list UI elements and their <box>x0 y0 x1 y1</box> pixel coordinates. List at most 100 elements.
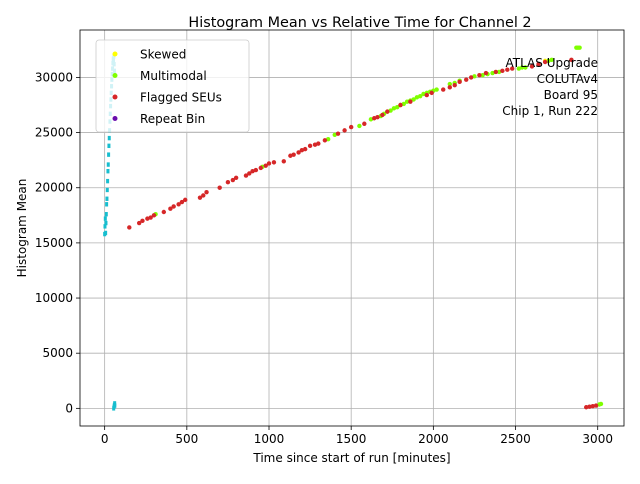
point-flagged-seus <box>542 59 548 65</box>
point-multimodal <box>447 81 452 87</box>
point-flagged-seus <box>429 90 434 96</box>
x-axis-label: Time since start of run [minutes] <box>252 451 450 465</box>
legend-label: Flagged SEUs <box>140 91 222 105</box>
channel-data-point <box>107 143 111 149</box>
point-flagged-seus <box>296 150 301 155</box>
point-flagged-seus <box>225 180 231 185</box>
point-flagged-seus <box>179 199 185 205</box>
channel-data-point <box>107 152 111 157</box>
point-flagged-seus <box>464 77 469 82</box>
point-flagged-seus <box>307 143 313 149</box>
y-tick-label: 30000 <box>35 70 73 84</box>
legend: Skewed Multimodal Flagged SEUs Repeat Bin <box>95 39 250 133</box>
point-multimodal <box>523 65 528 70</box>
point-flagged-seus <box>322 138 328 143</box>
channel-data-point <box>113 401 117 406</box>
point-flagged-seus <box>136 220 142 226</box>
point-flagged-seus <box>176 202 181 207</box>
point-flagged-seus <box>127 225 132 230</box>
point-flagged-seus <box>500 68 505 74</box>
plot-area-frame <box>79 29 625 427</box>
point-flagged-seus <box>536 61 541 67</box>
x-tick-label: 2500 <box>500 432 531 446</box>
point-flagged-seus <box>217 185 222 190</box>
point-flagged-seus <box>441 87 446 92</box>
y-tick-label: 10000 <box>35 291 73 305</box>
channel-data-point <box>104 230 108 236</box>
annotation-line: Chip 1, Run 222 <box>502 104 598 118</box>
point-flagged-seus <box>204 189 209 195</box>
channel-data-point <box>105 202 109 207</box>
point-flagged-seus <box>477 73 482 78</box>
point-flagged-seus <box>529 64 535 69</box>
point-multimodal <box>434 87 439 92</box>
channel-data-point <box>105 187 109 193</box>
x-tick-label: 500 <box>175 432 198 446</box>
legend-box <box>95 39 250 133</box>
legend-label: Multimodal <box>140 69 207 83</box>
point-flagged-seus <box>302 146 308 152</box>
point-flagged-seus <box>335 131 341 136</box>
point-flagged-seus <box>171 204 176 209</box>
channel-data-point <box>103 224 107 229</box>
point-flagged-seus <box>510 66 515 71</box>
point-flagged-seus <box>398 102 403 108</box>
x-tick-label: 0 <box>101 432 109 446</box>
point-flagged-seus <box>182 197 188 203</box>
point-flagged-seus <box>161 209 167 215</box>
point-flagged-seus <box>362 121 367 126</box>
x-tick-label: 3000 <box>582 432 613 446</box>
point-flagged-seus <box>266 161 272 166</box>
point-flagged-seus <box>168 206 173 211</box>
channel-data-point <box>106 168 110 174</box>
annotation-line: Board 95 <box>544 88 598 102</box>
channel-data-point <box>104 212 108 217</box>
channel-data-point <box>113 403 117 408</box>
point-multimodal <box>394 105 400 110</box>
point-flagged-seus <box>424 92 429 98</box>
point-flagged-seus <box>452 82 457 88</box>
legend-marker <box>112 73 118 78</box>
run-annotation: ATLAS Upgrade COLUTAv4 Board 95 Chip 1, Run… <box>502 56 598 118</box>
x-tick-label: 1500 <box>336 432 367 446</box>
point-flagged-seus <box>385 109 390 114</box>
y-tick-label: 0 <box>65 401 73 415</box>
y-tick-label: 15000 <box>35 236 73 250</box>
legend-label: Repeat Bin <box>140 112 205 126</box>
point-multimodal <box>598 401 604 407</box>
point-multimodal <box>411 97 416 102</box>
point-flagged-seus <box>590 403 595 409</box>
point-multimodal <box>549 57 554 62</box>
axis-ticks: 0 500 1000 1500 2000 2500 30000500010000150002… <box>35 70 613 446</box>
point-flagged-seus <box>233 175 239 181</box>
point-flagged-seus <box>316 141 321 146</box>
x-tick-label: 2000 <box>418 432 449 446</box>
point-flagged-seus <box>569 57 574 62</box>
channel-data-point <box>105 196 109 201</box>
x-tick-label: 1000 <box>254 432 285 446</box>
legend-marker <box>112 116 118 121</box>
point-flagged-seus <box>348 124 354 130</box>
point-multimodal <box>519 65 525 70</box>
point-flagged-seus <box>380 112 385 118</box>
point-flagged-seus <box>247 171 252 176</box>
point-flagged-seus <box>583 405 589 410</box>
point-flagged-seus <box>230 177 236 183</box>
point-flagged-seus <box>291 152 296 157</box>
point-flagged-seus <box>375 114 380 120</box>
channel-data-point <box>106 162 110 167</box>
point-flagged-seus <box>408 99 413 104</box>
channel-data-point <box>104 220 108 226</box>
point-flagged-seus <box>447 85 452 90</box>
point-multimodal <box>577 45 582 50</box>
point-flagged-seus <box>468 75 474 80</box>
legend-marker <box>112 94 118 100</box>
legend-label: Skewed <box>140 48 186 62</box>
point-flagged-seus <box>148 215 153 220</box>
point-multimodal <box>357 123 362 129</box>
y-axis-label: Histogram Mean <box>15 179 29 278</box>
annotation-line: ATLAS Upgrade <box>505 56 598 70</box>
point-flagged-seus <box>493 69 499 75</box>
